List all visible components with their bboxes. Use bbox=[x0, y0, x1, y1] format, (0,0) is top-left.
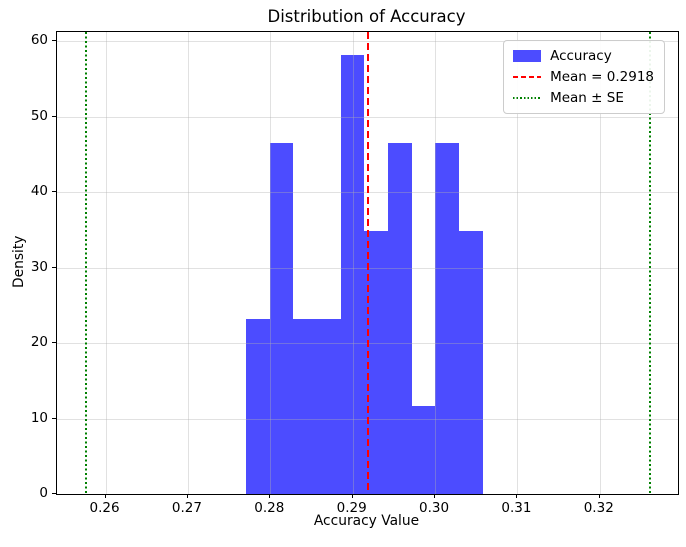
legend-item-accuracy: Accuracy bbox=[513, 48, 654, 64]
chart-title: Distribution of Accuracy bbox=[267, 7, 466, 26]
y-tick-label: 40 bbox=[30, 183, 48, 200]
histogram-bar bbox=[458, 230, 483, 494]
plot-area: Accuracy Mean = 0.2918 Mean ± SE bbox=[56, 31, 679, 495]
y-tick-label: 20 bbox=[30, 334, 48, 351]
y-tick-mark bbox=[52, 115, 56, 117]
vertical-gridline bbox=[187, 32, 189, 494]
y-tick-mark bbox=[52, 493, 56, 494]
histogram-bar bbox=[411, 406, 436, 494]
legend-label-mean-se: Mean ± SE bbox=[550, 90, 624, 106]
histogram-bar bbox=[364, 230, 388, 494]
legend-item-mean-se: Mean ± SE bbox=[513, 90, 654, 106]
y-tick-label: 0 bbox=[39, 485, 48, 501]
vertical-gridline bbox=[435, 32, 437, 494]
x-tick-label: 0.30 bbox=[419, 500, 450, 516]
histogram-bar bbox=[435, 142, 459, 494]
x-tick-label: 0.27 bbox=[171, 500, 202, 516]
y-tick-mark bbox=[52, 417, 56, 419]
vertical-gridline bbox=[352, 32, 354, 494]
mean-line bbox=[366, 32, 369, 494]
histogram-bar bbox=[340, 55, 365, 494]
y-tick-mark bbox=[52, 342, 56, 344]
histogram-bar bbox=[388, 142, 412, 494]
x-tick-label: 0.26 bbox=[89, 500, 120, 516]
vertical-gridline bbox=[105, 32, 107, 494]
x-tick-label: 0.32 bbox=[583, 500, 614, 516]
x-tick-mark bbox=[186, 494, 188, 498]
histogram-bar bbox=[293, 318, 318, 494]
x-tick-mark bbox=[351, 494, 353, 498]
legend-swatch-mean-se-dotted-line bbox=[513, 97, 542, 99]
y-tick-mark bbox=[52, 40, 56, 42]
legend-label-mean: Mean = 0.2918 bbox=[550, 69, 654, 85]
legend-swatch-mean-dashed-line bbox=[513, 76, 542, 78]
x-tick-label: 0.29 bbox=[336, 500, 367, 516]
y-axis-label: Density bbox=[11, 235, 27, 288]
x-axis-label: Accuracy Value bbox=[313, 513, 420, 529]
x-tick-mark bbox=[434, 494, 436, 498]
legend-label-accuracy: Accuracy bbox=[550, 48, 612, 64]
x-tick-mark bbox=[104, 494, 106, 498]
legend-item-mean: Mean = 0.2918 bbox=[513, 69, 654, 85]
y-tick-label: 60 bbox=[30, 32, 48, 49]
vertical-gridline bbox=[599, 32, 601, 494]
y-tick-mark bbox=[52, 191, 56, 193]
legend: Accuracy Mean = 0.2918 Mean ± SE bbox=[503, 40, 665, 114]
y-tick-label: 10 bbox=[30, 409, 48, 426]
histogram-bar bbox=[246, 318, 270, 494]
histogram-bar bbox=[269, 142, 294, 494]
y-tick-label: 50 bbox=[30, 107, 48, 124]
histogram-bar bbox=[317, 318, 341, 494]
se-line bbox=[649, 32, 651, 494]
y-tick-mark bbox=[52, 266, 56, 268]
x-tick-label: 0.31 bbox=[501, 500, 532, 516]
legend-swatch-accuracy-patch bbox=[513, 50, 542, 62]
x-tick-mark bbox=[269, 494, 271, 498]
vertical-gridline bbox=[270, 32, 272, 494]
x-tick-mark bbox=[598, 494, 600, 498]
y-tick-label: 30 bbox=[30, 258, 48, 275]
x-tick-mark bbox=[516, 494, 518, 498]
vertical-gridline bbox=[517, 32, 519, 494]
se-line bbox=[85, 32, 87, 494]
x-tick-label: 0.28 bbox=[254, 500, 285, 516]
